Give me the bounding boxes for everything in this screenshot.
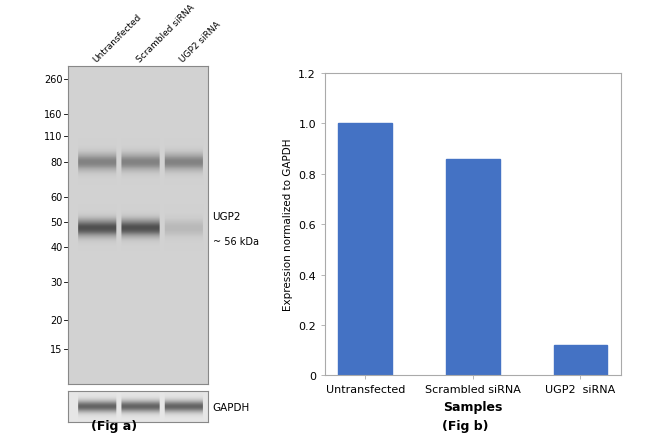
Text: 30: 30 — [50, 278, 62, 288]
X-axis label: Samples: Samples — [443, 400, 502, 413]
Text: (Fig b): (Fig b) — [441, 419, 488, 432]
Text: 80: 80 — [50, 158, 62, 167]
Y-axis label: Expression normalized to GAPDH: Expression normalized to GAPDH — [283, 138, 292, 311]
Text: 260: 260 — [44, 75, 62, 85]
Bar — [339, 124, 392, 375]
Text: GAPDH: GAPDH — [213, 402, 250, 411]
Text: 50: 50 — [50, 217, 62, 227]
Text: 15: 15 — [50, 344, 62, 354]
Text: Scrambled siRNA: Scrambled siRNA — [135, 3, 196, 64]
Text: 20: 20 — [50, 316, 62, 326]
Text: UGP2: UGP2 — [213, 211, 241, 221]
Text: ~ 56 kDa: ~ 56 kDa — [213, 237, 259, 247]
Text: UGP2 siRNA: UGP2 siRNA — [178, 20, 222, 64]
Text: (Fig a): (Fig a) — [91, 419, 136, 432]
Text: 160: 160 — [44, 110, 62, 120]
Text: Untransfected: Untransfected — [91, 12, 143, 64]
Text: 60: 60 — [50, 192, 62, 202]
Bar — [446, 159, 500, 375]
Text: 110: 110 — [44, 132, 62, 142]
Text: 40: 40 — [50, 243, 62, 253]
Bar — [554, 345, 607, 375]
